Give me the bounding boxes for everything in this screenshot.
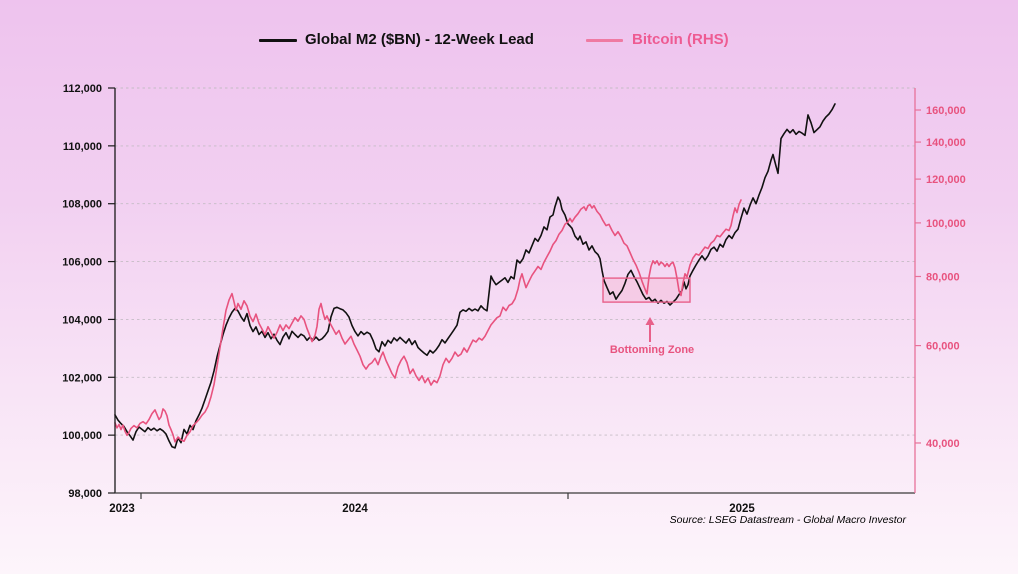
source-note: Source: LSEG Datastream - Global Macro I… bbox=[669, 514, 906, 526]
right-axis-tick-label: 120,000 bbox=[926, 174, 966, 186]
gridlines bbox=[115, 87, 915, 436]
right-axis: 160,000 140,000 120,000 100,000 80,000 60,000… bbox=[915, 105, 966, 450]
legend-label-m2: Global M2 ($BN) - 12-Week Lead bbox=[305, 31, 534, 48]
left-axis-tick-label: 106,000 bbox=[62, 257, 102, 269]
bottoming-zone-box-border bbox=[602, 277, 691, 303]
left-axis-tick-label: 102,000 bbox=[62, 372, 102, 384]
right-axis-tick-label: 100,000 bbox=[926, 218, 966, 230]
m2-line-swatch bbox=[259, 39, 297, 42]
left-axis-tick-label: 108,000 bbox=[62, 199, 102, 211]
x-axis-label-2024: 2024 bbox=[342, 503, 368, 515]
right-axis-tick-label: 140,000 bbox=[926, 137, 966, 149]
left-axis-tick-label: 110,000 bbox=[63, 141, 102, 153]
x-axis: 2023 2024 2025 bbox=[109, 493, 755, 515]
btc-line-swatch bbox=[586, 39, 623, 42]
right-axis-tick-label: 80,000 bbox=[926, 271, 960, 283]
btc-line bbox=[114, 199, 742, 443]
right-axis-tick-label: 160,000 bbox=[926, 105, 966, 117]
left-axis-tick-label: 104,000 bbox=[62, 314, 102, 326]
left-axis-tick-label: 112,000 bbox=[63, 83, 102, 95]
legend-label-btc: Bitcoin (RHS) bbox=[632, 31, 729, 48]
bottoming-zone-arrowhead bbox=[645, 317, 655, 325]
m2-line bbox=[114, 103, 836, 449]
left-axis-tick-label: 98,000 bbox=[68, 488, 102, 500]
left-axis-tick-label: 100,000 bbox=[62, 430, 102, 442]
bottoming-zone-label: Bottoming Zone bbox=[609, 344, 695, 356]
x-axis-label-2023: 2023 bbox=[109, 503, 135, 515]
right-axis-tick-label: 40,000 bbox=[926, 438, 960, 450]
left-axis: 112,000 110,000 108,000 106,000 104,000 102,0… bbox=[62, 83, 115, 500]
right-axis-tick-label: 60,000 bbox=[926, 341, 960, 353]
x-axis-label-2025: 2025 bbox=[729, 503, 755, 515]
